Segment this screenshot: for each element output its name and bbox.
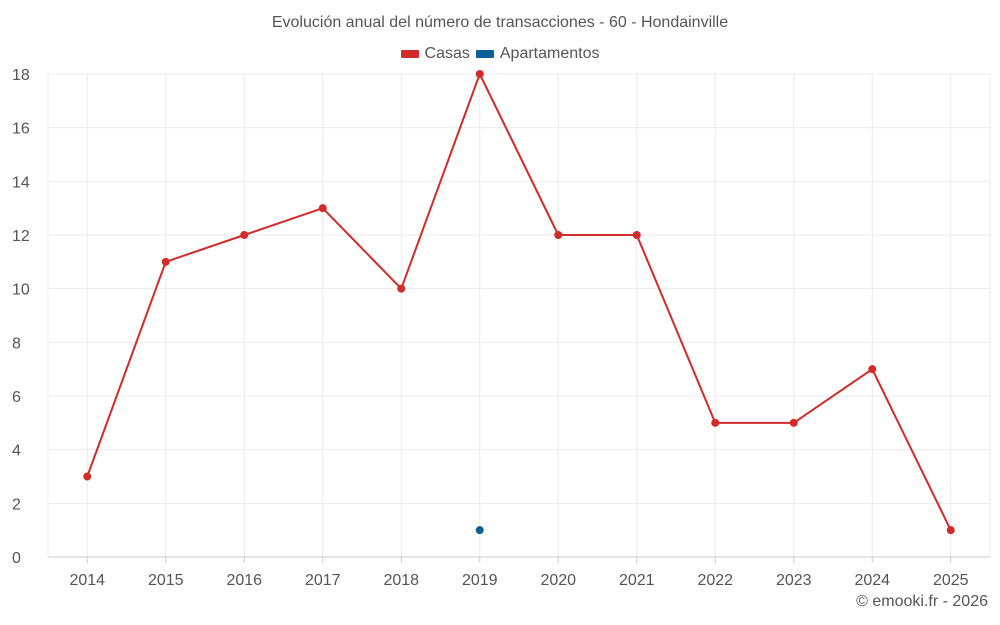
data-point-casas-2017	[318, 204, 327, 213]
data-point-casas-2021	[632, 231, 641, 239]
series-casas	[83, 70, 955, 535]
data-point-casas-2015	[161, 257, 170, 266]
y-tick-label-2: 2	[12, 496, 21, 513]
data-point-casas-2025	[946, 526, 955, 535]
y-tick-label-8: 8	[12, 335, 21, 352]
data-point-casas-2020	[554, 231, 563, 239]
data-point-casas-2022	[711, 418, 720, 427]
x-tick-label-2017: 2017	[305, 572, 341, 589]
chart-title: Evolución anual del número de transaccio…	[271, 14, 729, 31]
y-tick-label-12: 12	[12, 228, 30, 245]
legend-label-casas: Casas	[424, 45, 470, 62]
x-tick-label-2023: 2023	[776, 572, 812, 589]
series-line-casas	[86, 73, 952, 531]
grid	[47, 73, 991, 557]
x-tick-label-2020: 2020	[540, 572, 576, 589]
x-tick-label-2018: 2018	[383, 572, 419, 589]
data-point-casas-2024	[868, 365, 877, 374]
legend: Casas Apartamentos	[0, 45, 1000, 63]
data-point-casas-2018	[397, 284, 406, 293]
watermark: © emooki.fr - 2026	[856, 593, 988, 610]
data-point-casas-2023	[789, 418, 798, 427]
series	[83, 70, 955, 535]
x-tick-label-2022: 2022	[697, 572, 733, 589]
x-tick-label-2015: 2015	[148, 572, 184, 589]
legend-label-apartamentos: Apartamentos	[499, 45, 600, 62]
y-tick-label-4: 4	[12, 443, 21, 460]
x-tick-label-2021: 2021	[619, 572, 655, 589]
legend-item-apartamentos[interactable]: Apartamentos	[475, 45, 600, 63]
x-tick-label-2019: 2019	[462, 572, 498, 589]
y-tick-label-18: 18	[12, 67, 30, 84]
data-point-casas-2014	[83, 472, 92, 481]
x-tick-label-2014: 2014	[69, 572, 105, 589]
y-tick-label-6: 6	[12, 389, 21, 406]
axes: 0 2 4 6 8 10 12 14 16 18 2014 2015 2016 2017 2018 2019 2…	[12, 67, 990, 589]
legend-swatch-casas	[400, 50, 419, 58]
legend-item-casas[interactable]: Casas	[400, 45, 470, 63]
data-point-casas-2016	[240, 231, 249, 239]
x-tick-label-2025: 2025	[933, 572, 969, 589]
y-tick-label-16: 16	[12, 121, 30, 138]
x-tick-label-2024: 2024	[854, 572, 890, 589]
x-tick-label-2016: 2016	[226, 572, 262, 589]
y-tick-label-14: 14	[12, 174, 30, 191]
legend-swatch-apartamentos	[475, 50, 494, 58]
data-point-apartamentos-2019	[475, 526, 484, 535]
series-apartamentos	[475, 526, 484, 535]
y-tick-label-10: 10	[12, 282, 30, 299]
data-point-casas-2019	[475, 70, 484, 78]
y-tick-label-0: 0	[12, 550, 21, 567]
